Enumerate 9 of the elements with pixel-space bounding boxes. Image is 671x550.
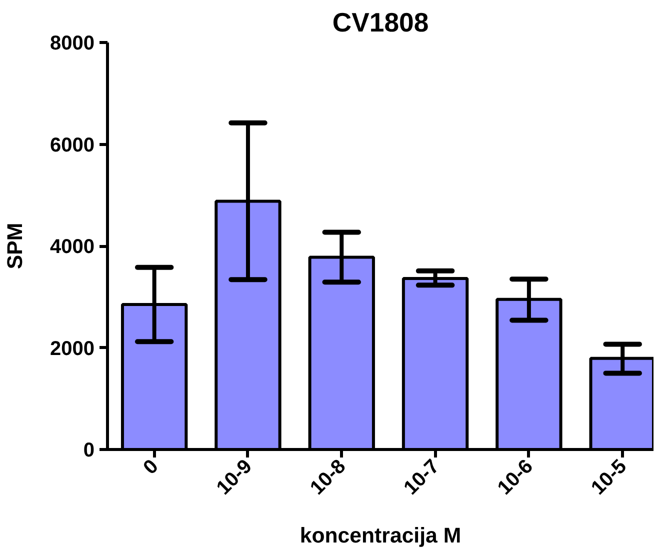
y-tick-label: 4000 xyxy=(50,236,95,258)
x-axis-title: koncentracija M xyxy=(300,524,462,548)
y-tick-label: 6000 xyxy=(50,134,95,156)
y-axis-title: SPM xyxy=(3,222,28,270)
y-tick-label: 0 xyxy=(83,440,94,462)
x-tick-label: 0 xyxy=(139,455,163,479)
y-tick-label: 8000 xyxy=(50,32,95,54)
chart-title: CV1808 xyxy=(332,8,429,38)
y-tick-label: 2000 xyxy=(50,338,95,360)
